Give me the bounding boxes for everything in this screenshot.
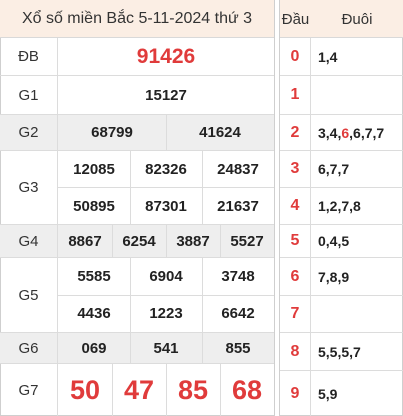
prize-label: G4	[0, 225, 58, 257]
prize-number: 6904	[149, 268, 183, 285]
tails-text: 0,4,5	[318, 233, 350, 249]
cell-divider	[202, 333, 203, 363]
results-table: Xổ số miền Bắc 5-11-2024 thứ 3 ĐB 91426 …	[0, 0, 274, 416]
loto-row-0: 0 1,4	[280, 38, 403, 76]
prize-number: 50895	[73, 197, 115, 215]
prize-number: 24837	[217, 160, 259, 178]
tails-text: 6,7,7	[318, 161, 350, 177]
prize-row-g7: G7 50 47 85 68	[0, 364, 274, 416]
prize-number: 85	[177, 374, 209, 405]
prize-number: 47	[123, 374, 155, 405]
prize-label: G1	[0, 76, 58, 114]
prize-number: 8867	[68, 232, 102, 250]
loto-header: Đầu Đuôi	[280, 0, 403, 38]
prize-label: G3	[0, 151, 58, 224]
loto-head: 6	[280, 258, 311, 295]
prize-number: 68	[231, 374, 263, 405]
loto-tails: 1,4	[318, 38, 337, 75]
prize-number: 541	[153, 339, 179, 357]
tails-text: 5,5,5,7	[318, 343, 361, 360]
loto-row-3: 3 6,7,7	[280, 151, 403, 188]
loto-row-2: 2 3,4, 6,6,7,7	[280, 115, 403, 151]
prize-number: 87301	[145, 197, 187, 215]
prize-number: 82326	[145, 160, 187, 178]
prize-row-g3: G3 12085 82326 24837 50895 87301 21637	[0, 151, 274, 225]
special-prize-number: 91426	[136, 44, 196, 68]
loto-row-9: 9 5,9	[280, 371, 403, 416]
tails-text-after: ,6,7,7	[349, 124, 385, 141]
loto-row-1: 1	[280, 76, 403, 115]
cell-divider	[58, 295, 274, 296]
prize-number: 1223	[149, 305, 183, 322]
loto-tails: 1,2,7,8	[318, 188, 361, 224]
loto-tails: 3,4, 6,6,7,7	[318, 115, 384, 150]
prize-label: G2	[0, 115, 58, 150]
tails-text: 1,4	[318, 48, 338, 65]
loto-head: 9	[280, 371, 311, 416]
loto-tails: 5,9	[318, 371, 337, 416]
prize-label: G7	[0, 364, 58, 416]
loto-tails: 5,5,5,7	[318, 333, 361, 370]
prize-label: ĐB	[0, 38, 58, 75]
prize-number: 855	[225, 339, 251, 357]
cell-divider	[58, 187, 274, 188]
prize-number: 5527	[230, 232, 264, 250]
loto-head: 2	[280, 115, 311, 150]
loto-head: 3	[280, 151, 311, 187]
cell-divider	[112, 225, 113, 257]
prize-label: G5	[0, 258, 58, 332]
tails-text: 5,9	[318, 385, 338, 402]
prize-row-g5: G5 5585 6904 3748 4436 1223 6642	[0, 258, 274, 333]
cell-divider	[220, 225, 221, 257]
prize-number: 6642	[221, 305, 255, 322]
prize-label: G6	[0, 333, 58, 363]
prize-row-g1: G1 15127	[0, 76, 274, 115]
cell-divider	[112, 364, 113, 416]
cell-divider	[130, 333, 131, 363]
prize-row-g4: G4 8867 6254 3887 5527	[0, 225, 274, 258]
loto-row-6: 6 7,8,9	[280, 258, 403, 296]
loto-head: 8	[280, 333, 311, 370]
results-title: Xổ số miền Bắc 5-11-2024 thứ 3	[0, 0, 274, 38]
prize-number: 6254	[122, 232, 156, 250]
tail-column-label: Đuôi	[341, 10, 373, 28]
head-column-label: Đầu	[281, 10, 310, 28]
tails-text: 3,4,	[318, 124, 342, 141]
loto-tails: 7,8,9	[318, 258, 349, 295]
prize-row-g6: G6 069 541 855	[0, 333, 274, 364]
prize-number: 41624	[199, 124, 241, 141]
loto-tails: 0,4,5	[318, 225, 349, 257]
cell-divider	[220, 364, 221, 416]
prize-number: 4436	[77, 305, 111, 322]
loto-row-4: 4 1,2,7,8	[280, 188, 403, 225]
loto-head: 0	[280, 38, 311, 75]
tails-text: 7,8,9	[318, 268, 350, 285]
cell-divider	[166, 115, 167, 150]
loto-head: 1	[280, 76, 311, 114]
prize-number: 68799	[91, 124, 133, 141]
prize-row-g2: G2 68799 41624	[0, 115, 274, 151]
table-gap	[274, 0, 280, 416]
loto-row-7: 7	[280, 296, 403, 333]
tails-highlight: 6	[341, 124, 350, 141]
tails-text: 1,2,7,8	[318, 198, 361, 214]
loto-row-8: 8 5,5,5,7	[280, 333, 403, 371]
loto-tails: 6,7,7	[318, 151, 349, 187]
loto-row-5: 5 0,4,5	[280, 225, 403, 258]
loto-table: Đầu Đuôi 0 1,4 1 2 3,4, 6,6,7,7 3 6,7,7 4…	[280, 0, 403, 416]
prize-number: 3887	[176, 232, 210, 250]
prize-number: 069	[81, 339, 107, 357]
prize-number: 12085	[73, 160, 115, 178]
prize-number: 15127	[145, 86, 187, 104]
prize-number: 3748	[221, 268, 255, 285]
prize-number: 21637	[217, 197, 259, 215]
loto-head: 4	[280, 188, 311, 224]
prize-number: 50	[69, 374, 101, 405]
loto-head: 5	[280, 225, 311, 257]
cell-divider	[166, 225, 167, 257]
loto-head: 7	[280, 296, 311, 332]
prize-number: 5585	[77, 268, 111, 285]
prize-row-db: ĐB 91426	[0, 38, 274, 76]
cell-divider	[166, 364, 167, 416]
